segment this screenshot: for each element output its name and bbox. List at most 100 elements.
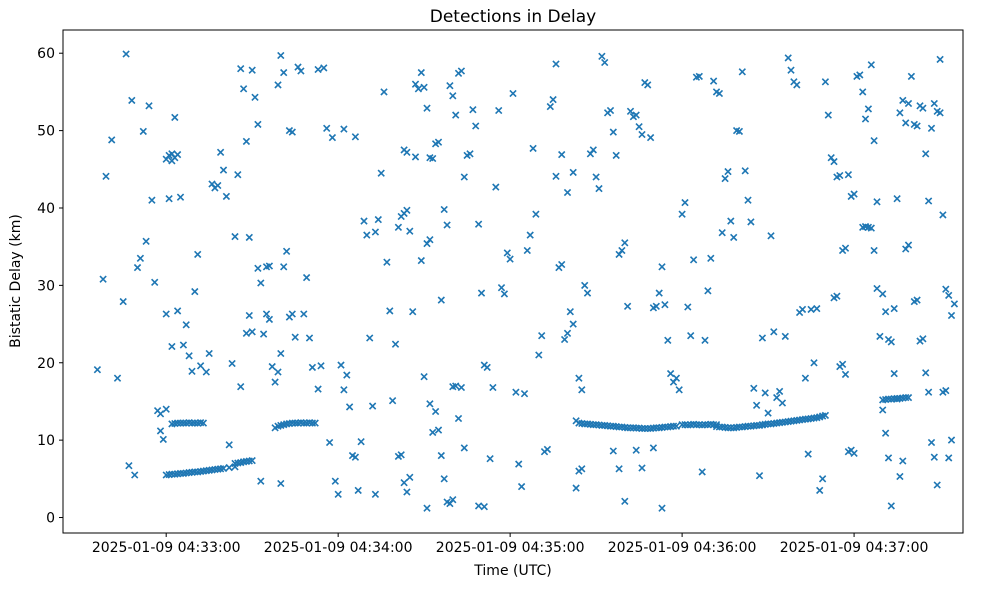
scatter-point bbox=[701, 421, 709, 429]
scatter-point bbox=[689, 256, 698, 264]
scatter-point bbox=[632, 111, 640, 119]
scatter-point bbox=[626, 107, 635, 115]
scatter-point bbox=[449, 496, 457, 504]
scatter-point bbox=[394, 223, 403, 231]
scatter-point bbox=[709, 77, 718, 85]
scatter-point bbox=[483, 363, 491, 372]
scatter-point bbox=[899, 96, 907, 105]
scatter-point bbox=[102, 172, 110, 180]
scatter-point bbox=[99, 275, 107, 283]
scatter-point bbox=[331, 477, 339, 485]
scatter-point bbox=[572, 484, 580, 492]
scatter-point bbox=[423, 504, 431, 512]
scatter-point bbox=[460, 173, 468, 181]
scatter-point bbox=[497, 284, 506, 292]
scatter-point bbox=[618, 246, 626, 255]
scatter-point bbox=[919, 104, 927, 112]
scatter-point bbox=[583, 289, 592, 297]
scatter-point bbox=[879, 290, 887, 298]
scatter-point bbox=[202, 368, 210, 376]
scatter-point bbox=[718, 229, 726, 237]
scatter-point bbox=[738, 68, 746, 76]
scatter-point bbox=[552, 60, 560, 68]
scatter-point bbox=[707, 254, 715, 262]
scatter-point bbox=[426, 400, 434, 408]
scatter-point bbox=[924, 388, 933, 396]
scatter-point bbox=[867, 224, 875, 232]
scatter-point bbox=[942, 386, 950, 395]
scatter-point bbox=[678, 210, 686, 218]
scatter-point bbox=[890, 369, 898, 378]
scatter-point bbox=[520, 390, 529, 398]
scatter-point bbox=[145, 102, 153, 110]
scatter-point bbox=[168, 470, 176, 478]
scatter-point bbox=[902, 393, 910, 402]
scatter-point bbox=[589, 421, 597, 429]
scatter-point bbox=[735, 127, 744, 136]
scatter-point bbox=[188, 419, 196, 427]
scatter-point bbox=[474, 502, 483, 510]
x-tick-label: 2025-01-09 04:33:00 bbox=[92, 540, 241, 556]
scatter-point bbox=[354, 486, 362, 495]
scatter-point bbox=[228, 359, 236, 368]
scatter-point bbox=[173, 307, 182, 315]
y-tick-label: 50 bbox=[37, 124, 55, 140]
scatter-point bbox=[429, 428, 437, 437]
scatter-point bbox=[798, 305, 807, 314]
scatter-point bbox=[687, 332, 695, 340]
scatter-point bbox=[460, 444, 468, 452]
y-tick-label: 10 bbox=[37, 433, 55, 449]
scatter-point bbox=[658, 263, 666, 271]
scatter-point bbox=[578, 386, 586, 394]
scatter-point bbox=[922, 369, 930, 377]
scatter-point bbox=[334, 490, 342, 498]
scatter-point bbox=[538, 332, 546, 340]
y-axis-label: Bistatic Delay (km) bbox=[8, 214, 24, 348]
scatter-point bbox=[434, 138, 443, 146]
scatter-point bbox=[142, 237, 150, 245]
scatter-point bbox=[727, 217, 735, 225]
scatter-point bbox=[417, 68, 425, 77]
scatter-point bbox=[366, 334, 374, 342]
scatter-point bbox=[578, 465, 586, 473]
scatter-point bbox=[411, 80, 420, 88]
scatter-point bbox=[638, 130, 646, 139]
scatter-point bbox=[821, 78, 830, 86]
x-axis-label: Time (UTC) bbox=[474, 563, 552, 579]
scatter-point bbox=[274, 368, 282, 376]
scatter-point bbox=[904, 99, 913, 108]
scatter-point bbox=[850, 449, 858, 457]
scatter-point bbox=[440, 205, 448, 214]
scatter-point bbox=[864, 105, 873, 113]
scatter-point bbox=[277, 479, 285, 488]
scatter-point bbox=[291, 333, 299, 341]
scatter-point bbox=[558, 260, 566, 269]
scatter-point bbox=[420, 83, 428, 91]
scatter-point bbox=[784, 54, 792, 62]
scatter-point bbox=[575, 374, 583, 382]
scatter-point bbox=[288, 128, 296, 136]
scatter-point bbox=[245, 233, 253, 242]
scatter-point bbox=[727, 424, 735, 432]
scatter-point bbox=[661, 423, 669, 431]
scatter-point bbox=[907, 72, 916, 81]
scatter-point bbox=[245, 311, 253, 320]
scatter-point bbox=[431, 407, 440, 416]
scatter-point bbox=[351, 133, 360, 141]
scatter-point bbox=[598, 52, 606, 60]
scatter-point bbox=[606, 106, 615, 115]
scatter-point bbox=[162, 310, 170, 318]
scatter-point bbox=[380, 88, 388, 96]
scatter-point bbox=[552, 172, 560, 180]
scatter-point bbox=[219, 464, 228, 473]
scatter-point bbox=[563, 329, 572, 337]
scatter-point bbox=[403, 206, 411, 214]
scatter-point bbox=[821, 411, 830, 420]
axes-frame bbox=[62, 29, 964, 534]
scatter-point bbox=[168, 342, 176, 351]
scatter-point bbox=[128, 96, 136, 105]
x-tick-label: 2025-01-09 04:35:00 bbox=[436, 540, 585, 556]
scatter-point bbox=[632, 424, 640, 432]
scatter-point bbox=[446, 82, 454, 90]
